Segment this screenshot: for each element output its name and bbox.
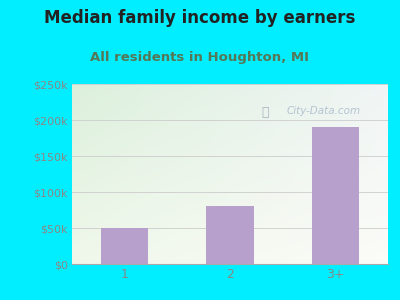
Bar: [206, 206, 254, 264]
Text: City-Data.com: City-Data.com: [287, 106, 361, 116]
Bar: [312, 127, 359, 264]
Text: All residents in Houghton, MI: All residents in Houghton, MI: [90, 51, 310, 64]
Text: Median family income by earners: Median family income by earners: [44, 9, 356, 27]
Text: ⓘ: ⓘ: [262, 106, 269, 118]
Bar: [101, 228, 148, 264]
